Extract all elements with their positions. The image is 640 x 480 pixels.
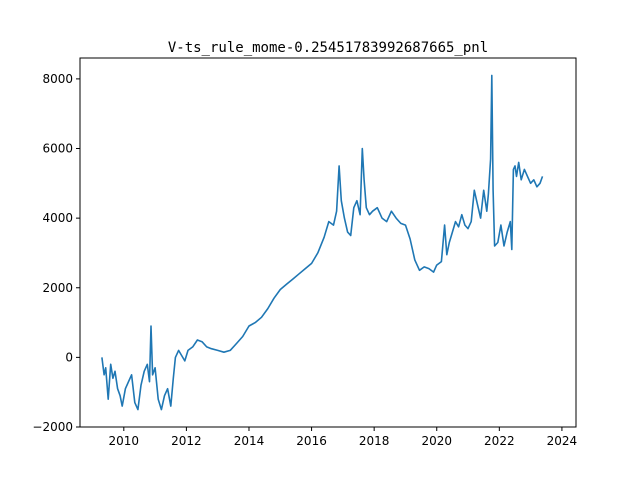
y-tick-label: 8000 [42, 72, 73, 86]
y-tick-label: −2000 [32, 420, 73, 434]
y-tick-label: 6000 [42, 142, 73, 156]
x-tick-label: 2016 [296, 434, 327, 448]
x-tick-label: 2012 [171, 434, 202, 448]
x-axis: 2010 2012 2014 2016 2018 2020 2022 2024 [109, 427, 578, 448]
x-tick-label: 2014 [234, 434, 265, 448]
y-axis: −2000 0 2000 4000 6000 8000 [32, 72, 80, 434]
x-tick-label: 2020 [421, 434, 452, 448]
plot-area-frame [79, 57, 577, 428]
x-tick-label: 2022 [484, 434, 515, 448]
y-tick-label: 4000 [42, 211, 73, 225]
x-tick-label: 2010 [109, 434, 140, 448]
pnl-series-line [101, 74, 544, 411]
plot-series-layer [101, 74, 544, 411]
y-tick-label: 2000 [42, 281, 73, 295]
y-tick-label: 0 [65, 350, 73, 364]
x-tick-label: 2018 [359, 434, 390, 448]
chart-title: V-ts_rule_mome-0.25451783992687665_pnl [168, 40, 488, 56]
x-tick-label: 2024 [547, 434, 578, 448]
